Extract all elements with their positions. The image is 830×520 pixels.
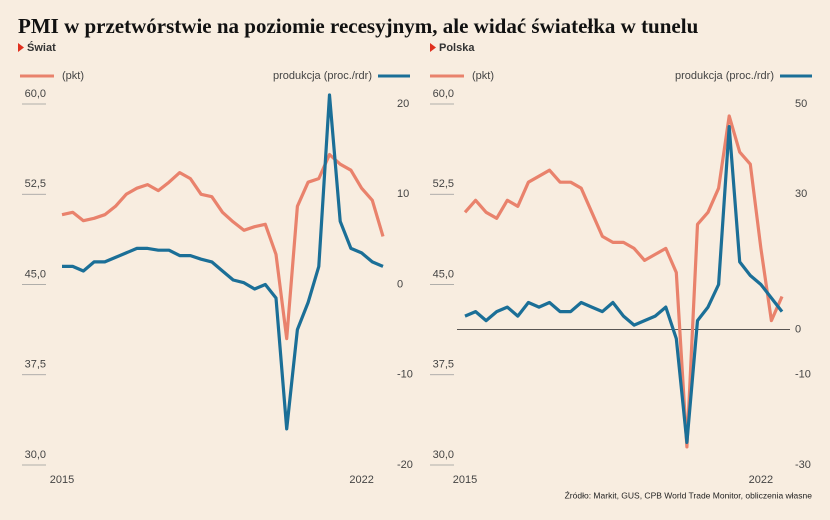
series-line: [463, 114, 784, 449]
y2-tick-label: -10: [795, 369, 811, 381]
series-line: [61, 152, 385, 341]
y-tick-label: 60,0: [433, 88, 454, 100]
y2-tick-label: 0: [397, 278, 403, 290]
y2-tick-label: -20: [397, 459, 413, 471]
x-tick-label: 2022: [349, 474, 373, 486]
chart-title: PMI w przetwórstwie na poziomie recesyjn…: [18, 14, 699, 38]
y2-tick-label: 50: [795, 98, 807, 110]
x-tick-label: 2022: [749, 474, 773, 486]
y-tick-label: 30,0: [433, 449, 454, 461]
y2-tick-label: 30: [795, 188, 807, 200]
legend-label: (pkt): [62, 70, 84, 82]
legend-label: produkcja (proc./rdr): [675, 70, 774, 82]
x-tick-label: 2015: [50, 474, 74, 486]
series-line: [464, 125, 784, 444]
source: Źródło: Markit, GUS, CPB World Trade Mon…: [565, 490, 813, 500]
y-tick-label: 52,5: [25, 178, 46, 190]
subtitle: Świat: [27, 41, 56, 54]
y-tick-label: 30,0: [25, 449, 46, 461]
subtitle-marker: [430, 43, 436, 52]
x-tick-label: 2015: [453, 474, 477, 486]
legend-label: (pkt): [472, 70, 494, 82]
y2-tick-label: -10: [397, 369, 413, 381]
y2-tick-label: 10: [397, 188, 409, 200]
series-line: [62, 93, 384, 431]
legend-label: produkcja (proc./rdr): [273, 70, 372, 82]
y2-tick-label: 20: [397, 98, 409, 110]
y-tick-label: 37,5: [25, 359, 46, 371]
y-tick-label: 45,0: [433, 268, 454, 280]
subtitle: Polska: [439, 42, 475, 54]
y2-tick-label: -30: [795, 459, 811, 471]
y-tick-label: 45,0: [25, 268, 46, 280]
y-tick-label: 37,5: [433, 359, 454, 371]
y2-tick-label: 0: [795, 324, 801, 336]
y-tick-label: 60,0: [25, 88, 46, 100]
subtitle-marker: [18, 43, 24, 52]
y-tick-label: 52,5: [433, 178, 454, 190]
